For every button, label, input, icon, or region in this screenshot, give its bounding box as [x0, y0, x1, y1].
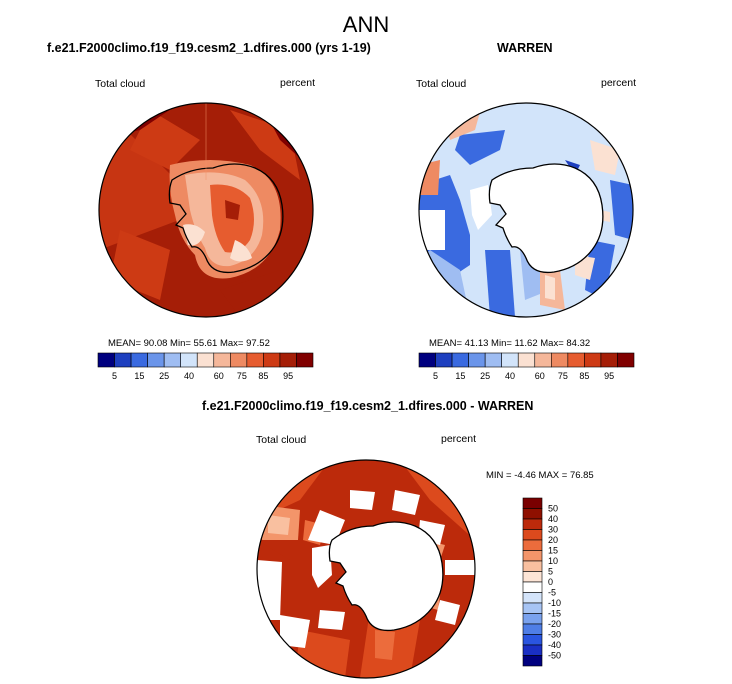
panel2-colorbar-tick-label: 60	[535, 371, 545, 381]
panel2-colorbar-swatch	[451, 352, 469, 368]
figure-title: ANN	[342, 12, 390, 37]
panel2-colorbar-swatch	[617, 352, 635, 368]
panel2-colorbar-swatch	[551, 352, 569, 368]
panel2-colorbar-tick-label: 75	[558, 371, 568, 381]
panel3-colorbar-tick-label: 10	[548, 556, 558, 566]
panel1-colorbar-swatch	[263, 352, 281, 368]
panel2-colorbar-swatch	[584, 352, 602, 368]
panel3-colorbar-swatch	[522, 592, 543, 604]
panel3-map-border	[256, 459, 476, 679]
panel3-variable-label: Total cloud	[256, 434, 307, 446]
panel2-colorbar-tick-label: 15	[455, 371, 465, 381]
panel2-colorbar-swatch	[501, 352, 519, 368]
panel3-colorbar-tick-label: 5	[548, 567, 553, 577]
panel3-colorbar-tick-label: 50	[548, 504, 558, 514]
panel3-colorbar-swatch	[522, 613, 543, 625]
panel2-colorbar-tick-label: 25	[480, 371, 490, 381]
panel2-map	[419, 103, 633, 317]
panel3-colorbar-tick-label: 15	[548, 546, 558, 556]
panel3-colorbar-tick-label: -10	[548, 598, 561, 608]
panel1-colorbar-swatch	[147, 352, 165, 368]
panel3-colorbar-swatch	[522, 539, 543, 551]
panel1-title: f.e21.F2000climo.f19_f19.cesm2_1.dfires.…	[47, 41, 371, 55]
panel2-colorbar-tick-label: 5	[433, 371, 438, 381]
panel3-colorbar-swatch	[522, 560, 543, 572]
panel3-colorbar-tick-label: 20	[548, 535, 558, 545]
panel1-colorbar-swatch	[180, 352, 198, 368]
panel1-colorbar-tick-label: 25	[159, 371, 169, 381]
panel2-colorbar-swatch	[468, 352, 486, 368]
panel1-colorbar-swatch	[230, 352, 248, 368]
panel2-colorbar-tick-label: 40	[505, 371, 515, 381]
panel1-colorbar-swatch	[279, 352, 297, 368]
panel1-map	[99, 103, 313, 317]
panel1-colorbar-tick-label: 15	[134, 371, 144, 381]
panel1-colorbar-swatch	[196, 352, 215, 368]
panel2-colorbar-swatch	[517, 352, 536, 368]
panel1-units-label: percent	[280, 77, 316, 89]
panel2-colorbar-swatch	[418, 352, 436, 368]
panel1-map-border	[98, 102, 314, 318]
panel1-colorbar-tick-label: 95	[283, 371, 293, 381]
panel3-map	[257, 460, 475, 678]
panel3-colorbar-swatch	[522, 602, 543, 614]
panel2-colorbar-swatch	[567, 352, 585, 368]
panel2-stats: MEAN= 41.13 Min= 11.62 Max= 84.32	[429, 338, 591, 349]
panel3-colorbar-tick-label: 30	[548, 525, 558, 535]
panel1-colorbar-swatch	[246, 352, 264, 368]
panel3-colorbar-swatch	[522, 550, 543, 562]
panel3-colorbar-tick-label: -20	[548, 619, 561, 629]
panel1-colorbar-tick-label: 75	[237, 371, 247, 381]
panel1-colorbar-swatch	[114, 352, 132, 368]
panel3-colorbar-swatch	[522, 571, 543, 583]
panel2-colorbar-tick-label: 95	[604, 371, 614, 381]
panel3-colorbar-tick-label: -30	[548, 630, 561, 640]
panel1-colorbar-swatch	[130, 352, 148, 368]
panel1-variable-label: Total cloud	[95, 78, 146, 90]
panel3-colorbar-tick-label: -15	[548, 609, 561, 619]
panel3-colorbar-swatch	[522, 508, 543, 520]
panel1-colorbar-swatch	[213, 352, 231, 368]
panel2-colorbar-swatch	[600, 352, 618, 368]
panel3-colorbar-tick-label: 0	[548, 577, 553, 587]
panel2-variable-label: Total cloud	[416, 78, 467, 90]
panel1-colorbar-tick-label: 40	[184, 371, 194, 381]
panel1-stats: MEAN= 90.08 Min= 55.61 Max= 97.52	[108, 338, 270, 349]
panel2-colorbar: 5 15 25 40 60 75 85 95	[418, 352, 635, 381]
panel2-title: WARREN	[497, 41, 553, 55]
panel3-colorbar-swatch	[522, 529, 543, 541]
panel3-colorbar-tick-label: -5	[548, 588, 556, 598]
panel1-colorbar-tick-label: 60	[214, 371, 224, 381]
panel1-colorbar-swatch	[163, 352, 181, 368]
panel3-title: f.e21.F2000climo.f19_f19.cesm2_1.dfires.…	[202, 399, 534, 413]
panel3-colorbar-swatch	[522, 623, 543, 635]
panel1-colorbar: 5 15 25 40 60 75 85 95	[97, 352, 314, 381]
panel2-map-border	[418, 102, 634, 318]
panel1-colorbar-tick-label: 5	[112, 371, 117, 381]
panel2-colorbar-tick-label: 85	[579, 371, 589, 381]
panel3-colorbar-swatch	[522, 581, 543, 593]
panel2-colorbar-swatch	[484, 352, 502, 368]
panel2-colorbar-swatch	[534, 352, 552, 368]
panel3-colorbar-tick-label: -40	[548, 640, 561, 650]
panel2-colorbar-swatch	[435, 352, 453, 368]
panel1-colorbar-tick-label: 85	[258, 371, 268, 381]
panel1-colorbar-swatch	[97, 352, 115, 368]
panel3-colorbar-tick-label: -50	[548, 651, 561, 661]
panel3-colorbar-swatch	[522, 634, 543, 646]
panel3-colorbar-tick-label: 40	[548, 514, 558, 524]
panel3-colorbar-swatch	[522, 644, 543, 656]
panel1-colorbar-swatch	[296, 352, 314, 368]
panel3-colorbar-swatch	[522, 655, 543, 667]
panel2-units-label: percent	[601, 77, 637, 89]
panel3-colorbar-swatch	[522, 497, 543, 509]
panel3-units-label: percent	[441, 433, 477, 445]
panel3-stats: MIN = -4.46 MAX = 76.85	[486, 470, 594, 481]
panel3-colorbar-swatch	[522, 518, 543, 530]
